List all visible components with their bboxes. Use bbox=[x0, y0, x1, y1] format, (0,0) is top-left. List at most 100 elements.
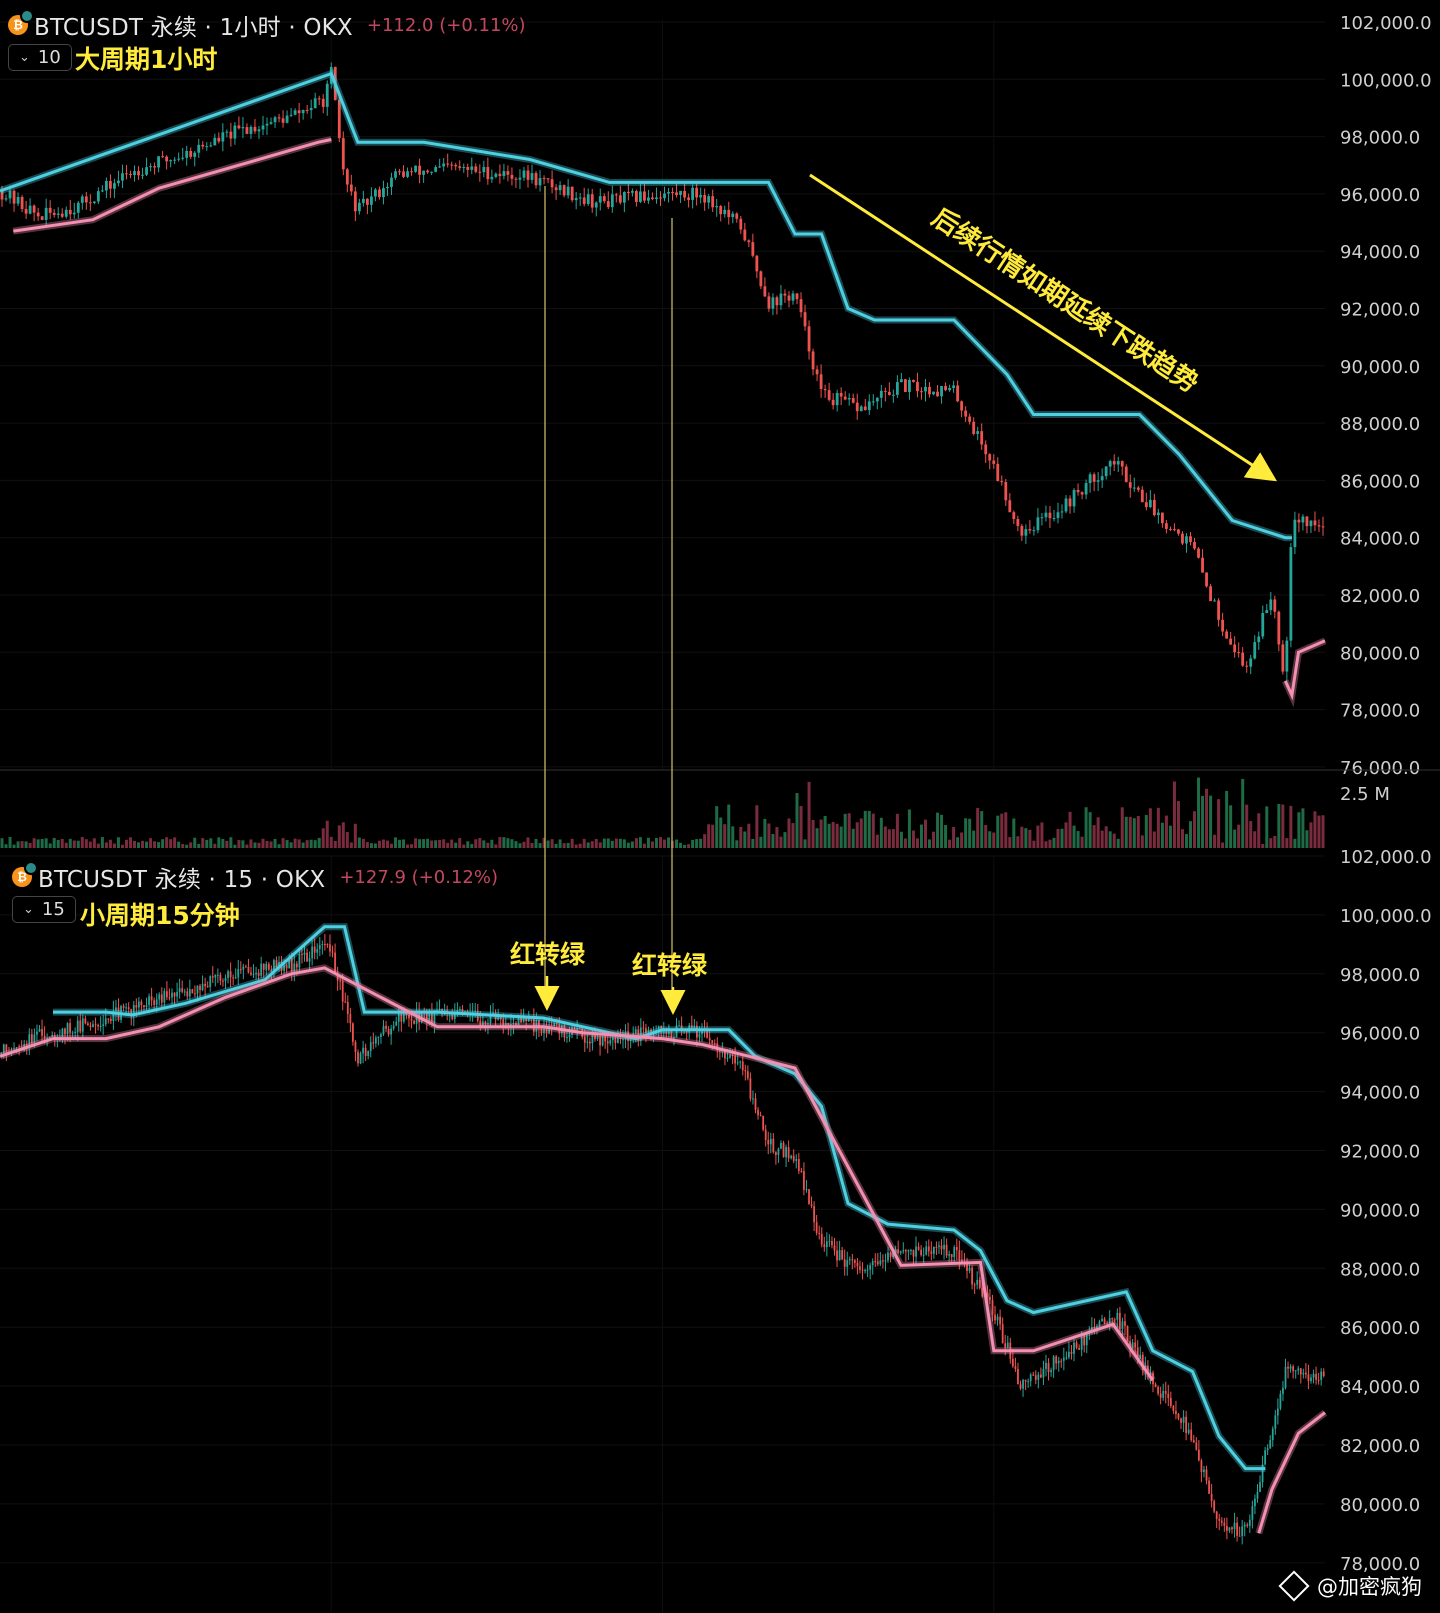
volume-bar bbox=[626, 842, 630, 848]
candle-body bbox=[257, 129, 261, 132]
volume-bar bbox=[313, 840, 317, 848]
candle-body bbox=[795, 1159, 798, 1161]
volume-bar bbox=[438, 839, 442, 848]
candle-body bbox=[782, 1142, 785, 1158]
volume-bar bbox=[847, 813, 851, 848]
y-tick-label: 100,000.0 bbox=[1340, 906, 1432, 927]
candle-body bbox=[442, 163, 446, 167]
volume-bar bbox=[297, 839, 301, 848]
candle-body bbox=[186, 991, 189, 997]
candle-body bbox=[532, 1017, 535, 1032]
candle-body bbox=[1210, 1493, 1213, 1502]
volume-bar bbox=[486, 842, 490, 848]
volume-bar bbox=[827, 823, 831, 848]
candle-body bbox=[996, 463, 1000, 482]
volume-bar bbox=[767, 823, 771, 848]
candle-body bbox=[377, 1036, 380, 1038]
candle-body bbox=[1164, 523, 1168, 529]
volume-bar bbox=[277, 844, 281, 848]
candle-body bbox=[611, 1037, 614, 1041]
volume-bar bbox=[80, 837, 84, 848]
candle-body bbox=[219, 974, 222, 981]
volume-bar bbox=[1100, 830, 1104, 848]
candle-body bbox=[594, 202, 598, 208]
y-tick-label: 80,000.0 bbox=[1340, 643, 1420, 664]
candle-body bbox=[779, 293, 783, 306]
volume-bar bbox=[325, 820, 329, 848]
candle-body bbox=[270, 969, 273, 971]
volume-bar bbox=[1156, 807, 1160, 848]
top-interval-selector[interactable]: ⌄ 10 bbox=[8, 44, 72, 71]
candle-body bbox=[792, 1155, 795, 1161]
candle-body bbox=[438, 166, 442, 168]
bottom-interval-value: 15 bbox=[41, 899, 65, 920]
volume-bar bbox=[217, 837, 221, 848]
candle-body bbox=[130, 1009, 133, 1017]
volume-bar bbox=[630, 841, 634, 848]
candle-body bbox=[882, 1260, 884, 1262]
candle-body bbox=[234, 977, 237, 979]
candle-body bbox=[836, 1250, 838, 1261]
volume-bar bbox=[261, 838, 265, 848]
volume-bar bbox=[410, 844, 414, 848]
volume-bar bbox=[683, 844, 687, 848]
candle-body bbox=[1139, 1354, 1142, 1359]
volume-bar bbox=[1313, 811, 1317, 848]
candle-body bbox=[303, 952, 306, 955]
candle-body bbox=[16, 197, 20, 204]
candle-body bbox=[1226, 1525, 1228, 1531]
volume-bar bbox=[743, 831, 747, 848]
candle-body bbox=[1292, 1366, 1295, 1372]
volume-bar bbox=[490, 839, 494, 848]
candle-body bbox=[288, 957, 291, 969]
candle-body bbox=[1175, 1410, 1177, 1415]
y-tick-label: 94,000.0 bbox=[1340, 1083, 1420, 1104]
candle-body bbox=[1011, 1358, 1014, 1367]
volume-bar bbox=[301, 842, 305, 848]
volume-bar bbox=[1044, 841, 1048, 848]
candle-body bbox=[904, 379, 907, 392]
volume-bar bbox=[414, 838, 418, 848]
candle-body bbox=[1217, 600, 1221, 620]
chevron-down-icon: ⌄ bbox=[23, 902, 34, 917]
candle-body bbox=[815, 1222, 818, 1233]
candle-body bbox=[546, 178, 550, 180]
volume-bar bbox=[1040, 822, 1044, 848]
candle-body bbox=[562, 185, 566, 196]
volume-bar bbox=[791, 823, 795, 848]
candle-body bbox=[372, 1042, 375, 1044]
candle-body bbox=[498, 173, 502, 177]
volume-bar bbox=[1068, 811, 1072, 848]
candle-body bbox=[859, 1266, 861, 1270]
volume-bar bbox=[1285, 838, 1289, 848]
candle-body bbox=[791, 293, 795, 301]
candle-body bbox=[1169, 1397, 1172, 1406]
candle-body bbox=[461, 1008, 464, 1014]
candle-body bbox=[601, 1035, 604, 1046]
bottom-interval-selector[interactable]: ⌄ 15 bbox=[12, 896, 76, 923]
candle-body bbox=[46, 1037, 49, 1039]
watermark-text: @加密疯狗 bbox=[1317, 1575, 1422, 1599]
candle-body bbox=[374, 1037, 377, 1044]
candle-body bbox=[1057, 1360, 1060, 1364]
candle-body bbox=[247, 966, 250, 973]
candle-body bbox=[1016, 519, 1020, 526]
candle-body bbox=[273, 960, 275, 971]
candle-body bbox=[759, 271, 763, 287]
candle-body bbox=[414, 165, 417, 172]
candle-body bbox=[813, 1206, 816, 1223]
candle-body bbox=[378, 189, 381, 198]
candle-body bbox=[132, 1005, 135, 1017]
candle-body bbox=[1024, 529, 1028, 536]
candle-body bbox=[196, 985, 199, 994]
volume-bar bbox=[1144, 814, 1148, 848]
candle-body bbox=[1294, 1370, 1297, 1372]
volume-bar bbox=[646, 837, 650, 848]
candle-body bbox=[239, 969, 242, 971]
y-tick-label: 92,000.0 bbox=[1340, 1142, 1420, 1163]
volume-bar bbox=[811, 819, 815, 848]
candle-body bbox=[1248, 1519, 1251, 1526]
candle-body bbox=[815, 369, 819, 375]
candle-body bbox=[1241, 652, 1245, 666]
support-line bbox=[0, 966, 1155, 1382]
